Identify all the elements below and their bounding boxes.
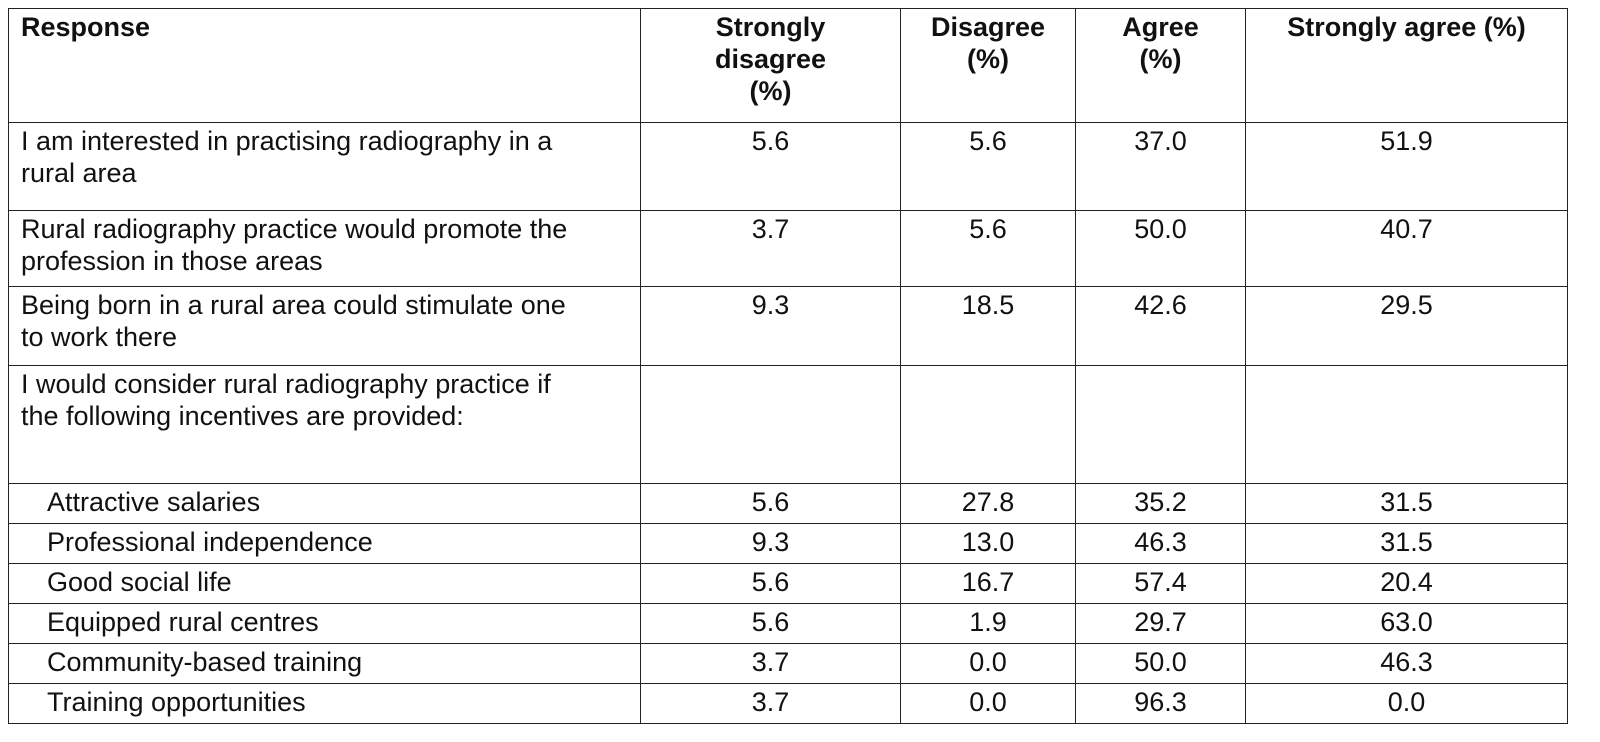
value-cell: 63.0	[1245, 603, 1568, 644]
value-cell: 46.3	[1075, 523, 1246, 564]
table-row: I am interested in practising radiograph…	[8, 122, 1568, 211]
value-cell: 51.9	[1245, 122, 1568, 211]
value-cell: 9.3	[640, 286, 901, 366]
header-text: Agree (%)	[1122, 12, 1199, 74]
response-cell: I would consider rural radiography pract…	[8, 365, 641, 484]
value-cell: 29.7	[1075, 603, 1246, 644]
value-cell: 5.6	[640, 603, 901, 644]
value-cell: 27.8	[900, 483, 1076, 524]
value-cell: 16.7	[900, 563, 1076, 604]
value-cell: 29.5	[1245, 286, 1568, 366]
response-cell: Good social life	[8, 563, 641, 604]
value-cell: 50.0	[1075, 643, 1246, 684]
value-cell: 42.6	[1075, 286, 1246, 366]
value-cell: 50.0	[1075, 210, 1246, 287]
table-row: Good social life 5.6 16.7 57.4 20.4	[8, 563, 1568, 604]
value-cell: 31.5	[1245, 523, 1568, 564]
value-cell: 3.7	[640, 210, 901, 287]
value-cell: 0.0	[900, 643, 1076, 684]
table-row: Community-based training 3.7 0.0 50.0 46.3	[8, 643, 1568, 684]
table-row: Attractive salaries 5.6 27.8 35.2 31.5	[8, 483, 1568, 524]
value-cell	[1245, 365, 1568, 484]
value-cell: 35.2	[1075, 483, 1246, 524]
value-cell: 5.6	[900, 210, 1076, 287]
value-cell: 0.0	[1245, 683, 1568, 724]
value-cell	[640, 365, 901, 484]
response-cell: Attractive salaries	[8, 483, 641, 524]
value-cell: 20.4	[1245, 563, 1568, 604]
column-header: Strongly agree (%)	[1245, 8, 1568, 123]
value-cell: 5.6	[640, 483, 901, 524]
value-cell: 0.0	[900, 683, 1076, 724]
header-text: Disagree (%)	[930, 12, 1046, 74]
column-header: Disagree (%)	[900, 8, 1076, 123]
column-header: Agree (%)	[1075, 8, 1246, 123]
response-cell: Equipped rural centres	[8, 603, 641, 644]
table-row: Professional independence 9.3 13.0 46.3 31.5	[8, 523, 1568, 564]
value-cell: 31.5	[1245, 483, 1568, 524]
value-cell	[1075, 365, 1246, 484]
value-cell: 37.0	[1075, 122, 1246, 211]
header-text: Response	[21, 12, 151, 42]
value-cell: 5.6	[640, 122, 901, 211]
table-row: Equipped rural centres 5.6 1.9 29.7 63.0	[8, 603, 1568, 644]
value-cell: 1.9	[900, 603, 1076, 644]
response-cell: Training opportunities	[8, 683, 641, 724]
value-cell: 5.6	[900, 122, 1076, 211]
value-cell: 3.7	[640, 683, 901, 724]
table-row: Training opportunities 3.7 0.0 96.3 0.0	[8, 683, 1568, 724]
response-cell: Rural radiography practice would promote…	[8, 210, 641, 287]
response-cell: Professional independence	[8, 523, 641, 564]
value-cell: 96.3	[1075, 683, 1246, 724]
value-cell: 3.7	[640, 643, 901, 684]
value-cell: 57.4	[1075, 563, 1246, 604]
response-cell: Community-based training	[8, 643, 641, 684]
value-cell: 18.5	[900, 286, 1076, 366]
table-row: Rural radiography practice would promote…	[8, 210, 1568, 287]
response-cell: Being born in a rural area could stimula…	[8, 286, 641, 366]
header-text: Strongly disagree (%)	[714, 12, 827, 106]
value-cell: 5.6	[640, 563, 901, 604]
header-row: Response Strongly disagree (%) Disagree (%…	[8, 8, 1568, 123]
table-row: I would consider rural radiography pract…	[8, 365, 1568, 484]
value-cell	[900, 365, 1076, 484]
value-cell: 40.7	[1245, 210, 1568, 287]
column-header: Strongly disagree (%)	[640, 8, 901, 123]
value-cell: 46.3	[1245, 643, 1568, 684]
header-text: Strongly agree (%)	[1287, 12, 1526, 42]
column-header: Response	[8, 8, 641, 123]
value-cell: 13.0	[900, 523, 1076, 564]
response-cell: I am interested in practising radiograph…	[8, 122, 641, 211]
survey-table: Response Strongly disagree (%) Disagree (%…	[8, 8, 1568, 724]
value-cell: 9.3	[640, 523, 901, 564]
table-row: Being born in a rural area could stimula…	[8, 286, 1568, 366]
